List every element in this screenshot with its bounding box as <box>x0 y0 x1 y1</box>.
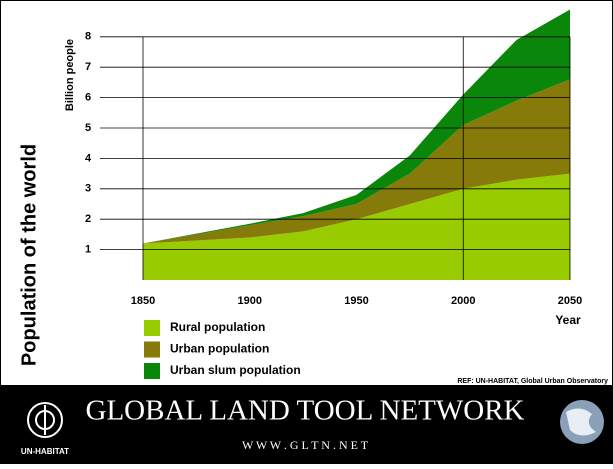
x-tick-label: 2000 <box>451 295 475 307</box>
x-tick-label: 1950 <box>344 295 368 307</box>
footer-url: W W W . G L T N . N E T <box>242 438 369 452</box>
source-note: REF: UN-HABITAT, Global Urban Observator… <box>457 378 608 385</box>
globe-logo <box>560 400 604 444</box>
legend-label: Rural population <box>170 320 265 334</box>
x-tick-label: 1900 <box>238 295 262 307</box>
y-tick-label: 4 <box>85 152 92 164</box>
y-tick-label: 8 <box>85 31 91 43</box>
legend-label: Urban population <box>170 342 269 356</box>
x-axis-label: Year <box>555 313 581 327</box>
y-tick-label: 7 <box>85 61 91 73</box>
side-title: Population of the world <box>18 144 40 366</box>
y-tick-label: 5 <box>85 122 91 134</box>
x-tick-label: 1850 <box>131 295 155 307</box>
legend-swatch <box>144 320 160 336</box>
footer-org: UN-HABITAT <box>21 447 69 456</box>
legend-swatch <box>144 363 160 379</box>
y-tick-label: 6 <box>85 92 91 104</box>
footer-title: GLOBAL LAND TOOL NETWORK <box>86 395 525 427</box>
slide: 1 2 3 4 5 6 7 8 1850 1900 1950 2000 2050 Rural popula… <box>0 0 613 464</box>
y-tick-label: 2 <box>85 213 91 225</box>
page: {"chart_data": {"type": "area", "y_label… <box>0 0 613 464</box>
y-tick-label: 1 <box>85 244 91 256</box>
legend-swatch <box>144 342 160 358</box>
legend-label: Urban slum population <box>170 363 301 377</box>
x-tick-label: 2050 <box>558 295 582 307</box>
y-axis-label: Billion people <box>64 39 76 111</box>
y-tick-label: 3 <box>85 183 91 195</box>
